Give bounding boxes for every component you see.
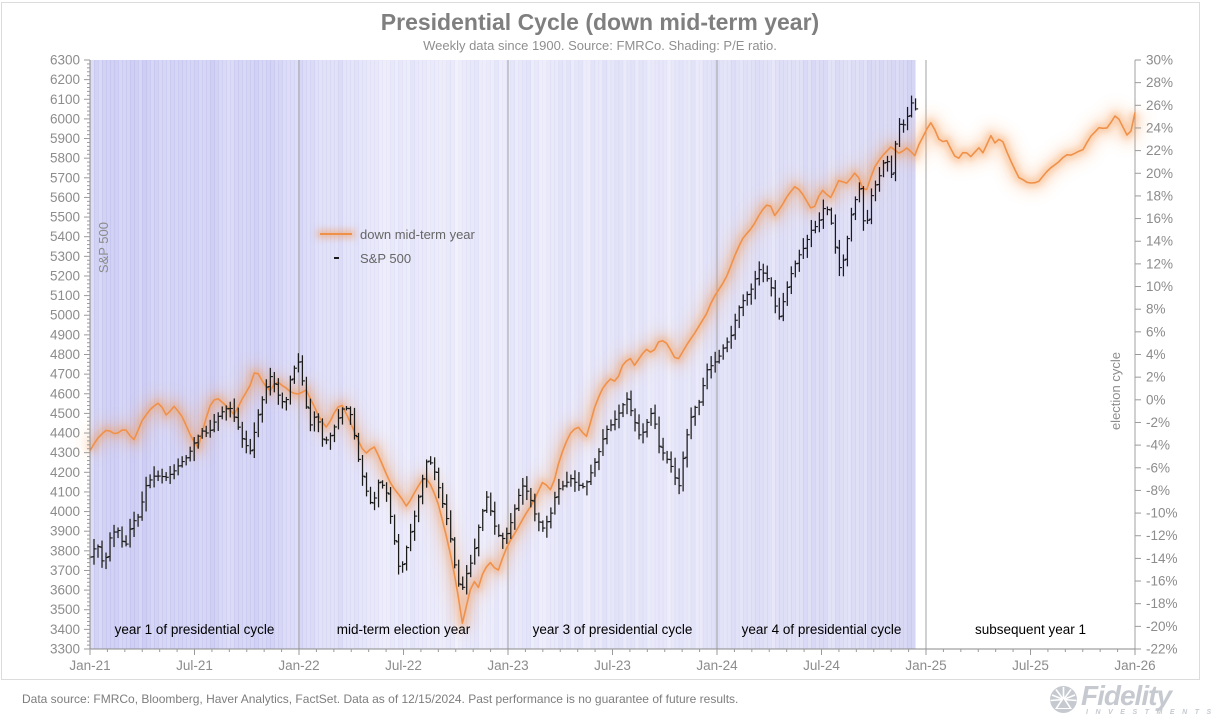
legend: down mid-term year S&P 500 [320,222,475,270]
chart-title: Presidential Cycle (down mid-term year) [380,9,820,35]
fidelity-logo: Fidelity I N V E S T M E N T S [1048,680,1224,720]
legend-item-cycle: down mid-term year [320,222,475,246]
cycle-line-swatch [320,233,352,235]
right-axis-title: election cycle [1108,352,1123,431]
footer-disclaimer: Data source: FMRCo, Bloomberg, Haver Ana… [22,692,739,706]
fidelity-sun-icon [1050,686,1077,713]
annotation-year4: year 4 of presidential cycle [741,622,902,637]
annotation-year3: year 3 of presidential cycle [532,622,693,637]
chart-subtitle: Weekly data since 1900. Source: FMRCo. S… [423,38,777,53]
left-axis-title: S&P 500 [96,222,111,274]
annotation-subsequent: subsequent year 1 [974,622,1087,637]
chart-frame [1,2,1200,680]
legend-item-sp500: S&P 500 [320,246,475,270]
sp500-swatch [334,257,339,259]
legend-label-sp500: S&P 500 [360,250,412,266]
fidelity-wordmark: Fidelity [1081,680,1172,711]
legend-label-cycle: down mid-term year [360,226,475,242]
annotation-midterm: mid-term election year [336,622,471,637]
fidelity-investments-text: I N V E S T M E N T S [1086,709,1215,716]
annotation-year1: year 1 of presidential cycle [114,622,275,637]
